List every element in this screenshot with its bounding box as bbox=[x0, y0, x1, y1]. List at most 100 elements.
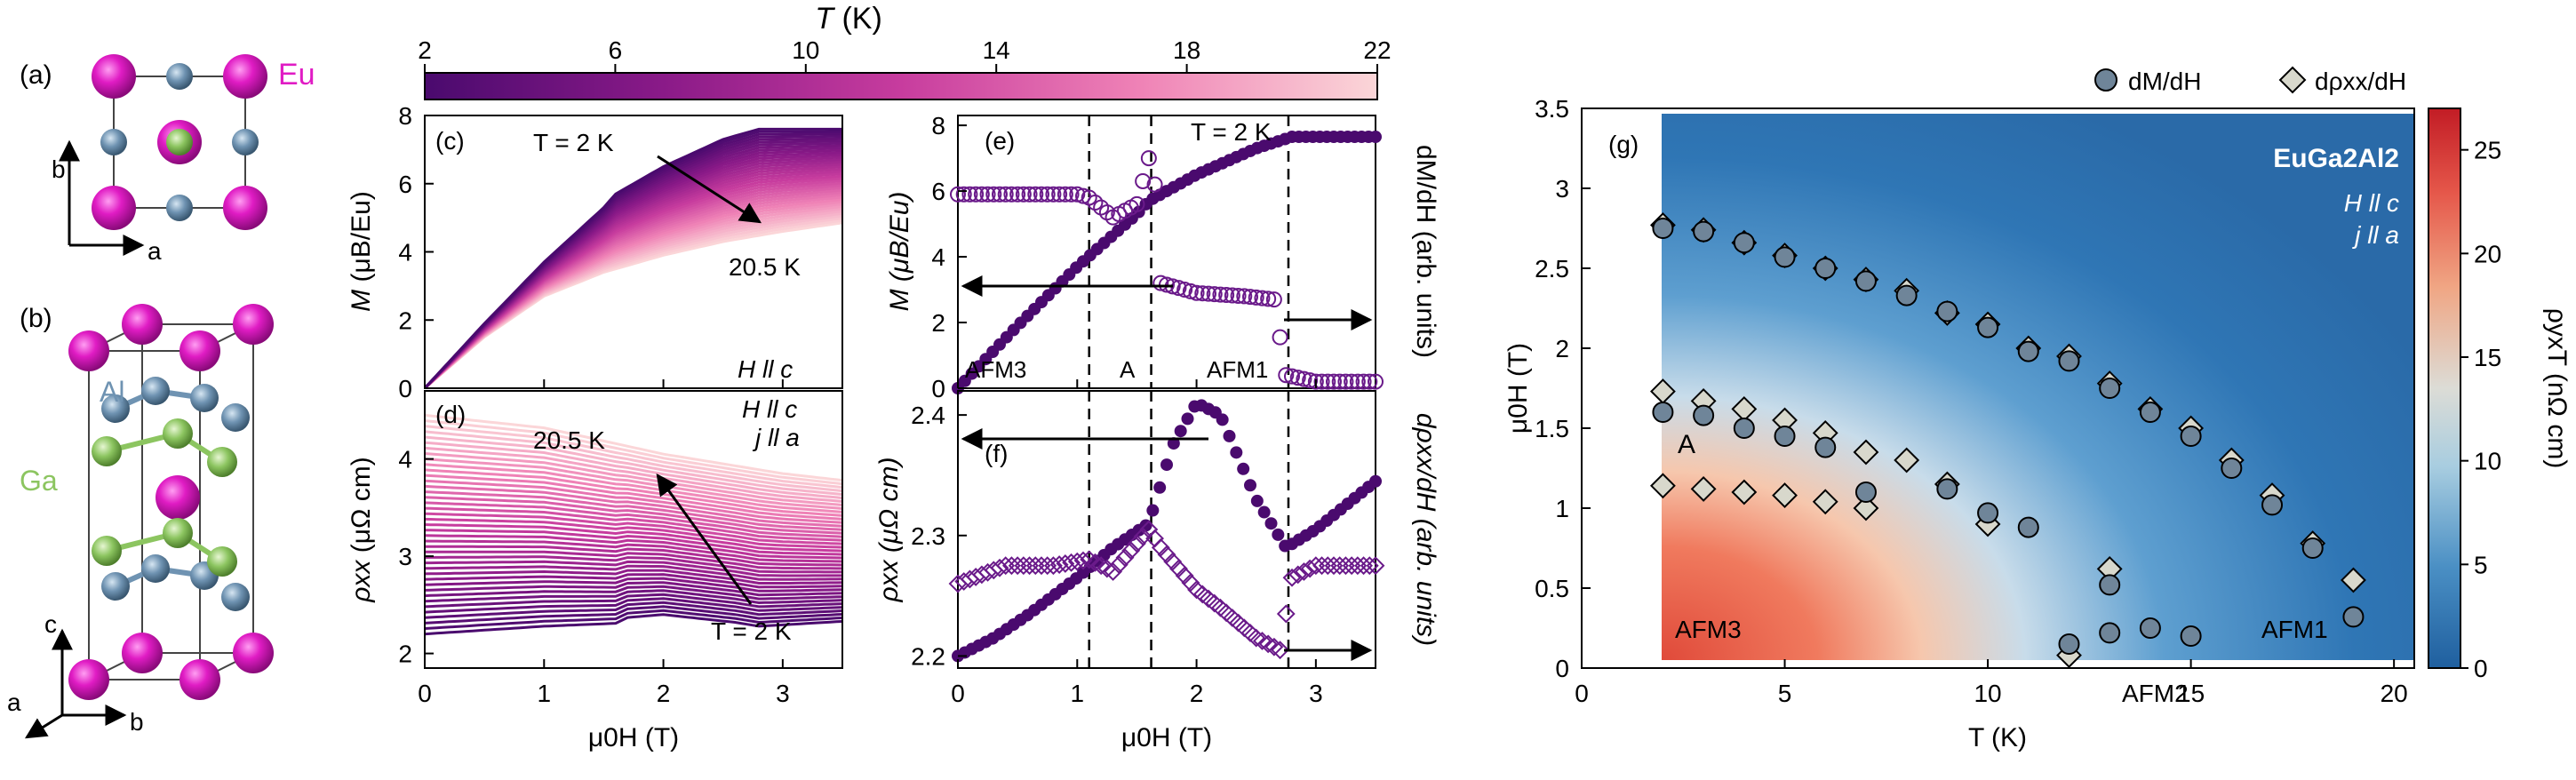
resistivity-curve bbox=[425, 601, 842, 619]
resistivity-curve bbox=[425, 441, 842, 500]
drhodh-point bbox=[1276, 604, 1296, 624]
ga-atom bbox=[207, 447, 237, 477]
drhodh-point bbox=[1342, 556, 1361, 576]
resistivity-point bbox=[1223, 429, 1236, 442]
al-atom bbox=[100, 129, 127, 155]
dmdh-marker bbox=[2099, 574, 2121, 596]
x-tick-label: 1 bbox=[1070, 680, 1084, 707]
drhodh-point bbox=[1354, 556, 1373, 576]
resistivity-point bbox=[1272, 528, 1285, 541]
resistivity-point bbox=[1153, 481, 1167, 494]
dmdh-point bbox=[1242, 289, 1258, 306]
phase-label-afm1: AFM1 bbox=[1207, 356, 1268, 383]
dmdh-point bbox=[1278, 367, 1295, 384]
drhodh-point bbox=[1032, 556, 1051, 576]
panel-c-label: (c) bbox=[435, 127, 465, 155]
axis-a-label: a bbox=[7, 688, 21, 716]
panel-e-label: (e) bbox=[985, 127, 1015, 155]
resistivity-point bbox=[1369, 474, 1382, 488]
dmdh-point bbox=[1236, 288, 1253, 305]
dmdh-marker bbox=[2180, 625, 2202, 647]
drhodh-point bbox=[996, 556, 1016, 576]
drhodh-point bbox=[1306, 556, 1326, 576]
panel-e-data bbox=[950, 115, 1384, 394]
panel-g-field-direction: H ll c bbox=[2344, 189, 2399, 217]
drhodh-point bbox=[1258, 634, 1278, 654]
dmdh-marker bbox=[1774, 246, 1796, 268]
panel-d-ylabel: ρxx (μΩ cm) bbox=[347, 457, 376, 603]
dmdh-point bbox=[1063, 186, 1080, 203]
y-tick-label: 3.5 bbox=[1535, 95, 1569, 123]
ga-atom bbox=[92, 436, 122, 466]
y-tick-label: 0 bbox=[398, 375, 412, 402]
dmdh-point bbox=[1027, 186, 1044, 203]
resistivity-curve bbox=[425, 560, 842, 577]
legend-diamond-marker bbox=[2278, 66, 2307, 94]
resistivity-curve bbox=[425, 484, 842, 528]
panel-g-ylabel: μ0H (T) bbox=[1503, 343, 1533, 434]
panel-d-arrow-bottom-label: T = 2 K bbox=[711, 617, 792, 645]
resistivity-curve bbox=[425, 474, 842, 521]
resistivity-curve bbox=[425, 577, 842, 593]
panel-c-temperature-arrow bbox=[657, 155, 762, 224]
eu-atom bbox=[68, 659, 109, 700]
resistivity-point bbox=[1257, 505, 1271, 519]
drhodh-point bbox=[1288, 565, 1308, 585]
resistivity-curve bbox=[425, 413, 842, 482]
resistivity-curve bbox=[425, 430, 842, 493]
dmdh-point bbox=[1015, 186, 1032, 203]
resistivity-curve bbox=[425, 545, 842, 567]
dmdh-point bbox=[1170, 280, 1187, 297]
dmdh-point bbox=[1075, 187, 1091, 204]
colorbar-tick-label: 14 bbox=[983, 36, 1010, 64]
axis-a-label: a bbox=[148, 237, 162, 265]
y-tick-label: 2 bbox=[398, 306, 412, 334]
x-tick-label: 0 bbox=[1575, 680, 1589, 707]
phase-label-afm1: AFM1 bbox=[2261, 616, 2328, 643]
dmdh-marker bbox=[1936, 478, 1958, 500]
dmdh-marker bbox=[2017, 516, 2039, 538]
eu-atom bbox=[156, 475, 200, 520]
drhodh-point bbox=[1229, 613, 1248, 633]
y-tick-label: 2 bbox=[931, 309, 945, 337]
panel-f: 0 1 2 3 2.2 2.3 2.4 (f) ρxx (μΩ cm) dρxx/dH (a… bbox=[874, 390, 1440, 752]
dmdh-point bbox=[1331, 373, 1348, 390]
drhodh-point bbox=[1318, 556, 1337, 576]
y-tick-label: 4 bbox=[398, 446, 412, 474]
resistivity-curve bbox=[425, 605, 842, 625]
panel-e-ylabel-right: dM/dH (arb. units) bbox=[1411, 145, 1440, 358]
drhodh-point bbox=[1002, 556, 1021, 576]
colorbar-title: T (K) bbox=[815, 2, 882, 36]
dmdh-marker bbox=[1693, 404, 1715, 426]
drhodh-point bbox=[1348, 556, 1368, 576]
drhodh-point bbox=[1121, 541, 1141, 561]
y-tick-label: 8 bbox=[398, 102, 412, 130]
dmdh-point bbox=[1260, 291, 1277, 307]
dmdh-marker bbox=[1814, 436, 1837, 458]
drhodh-marker bbox=[2341, 567, 2366, 593]
dmdh-point bbox=[1021, 186, 1038, 203]
axis-b-label: b bbox=[130, 708, 144, 736]
magnetization-curve bbox=[425, 127, 842, 388]
dmdh-point bbox=[1057, 186, 1073, 203]
resistivity-point bbox=[1250, 494, 1264, 507]
y-tick-label: 2.3 bbox=[911, 522, 945, 550]
drhodh-point bbox=[1312, 556, 1331, 576]
legend-dmdh: dM/dH bbox=[2128, 68, 2201, 95]
resistivity-curve bbox=[425, 585, 842, 601]
drhodh-point bbox=[1234, 618, 1254, 638]
al-label: Al bbox=[100, 376, 124, 408]
drhodh-marker bbox=[1772, 482, 1798, 509]
al-atom bbox=[190, 384, 219, 412]
resistivity-curve bbox=[425, 468, 842, 517]
resistivity-curve bbox=[425, 512, 842, 545]
resistivity-curve bbox=[425, 501, 842, 538]
dmdh-point bbox=[1326, 373, 1342, 390]
drhodh-marker bbox=[1690, 475, 1717, 502]
dmdh-point bbox=[1039, 186, 1056, 203]
resistivity-curve bbox=[425, 523, 842, 553]
drhodh-point bbox=[1253, 632, 1272, 650]
dmdh-point bbox=[1194, 285, 1211, 302]
resistivity-point bbox=[1181, 412, 1194, 426]
